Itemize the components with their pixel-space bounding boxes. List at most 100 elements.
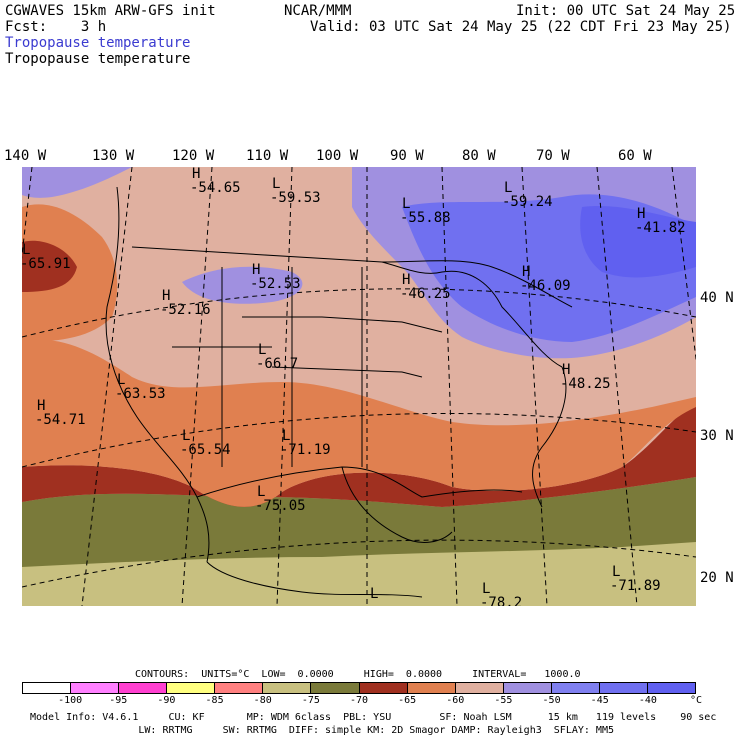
colorbar [22, 682, 696, 694]
extremum-value: -65.91 [22, 256, 71, 272]
extremum-symbol: L [257, 484, 266, 500]
graticule [22, 167, 696, 606]
field-band-minus60 [22, 339, 696, 507]
organization: NCAR/MMM [284, 3, 352, 19]
colorbar-cell [648, 683, 696, 693]
latitude-label: 30 N [700, 428, 734, 444]
field-band-minus65 [22, 402, 696, 507]
extremum-symbol: L [402, 196, 411, 212]
longitude-label: 60 W [618, 148, 652, 164]
extremum-value: -48.25 [560, 376, 611, 392]
colorbar-cell [263, 683, 312, 693]
colorbar-tick-label: -60 [446, 695, 465, 706]
extremum-symbol: L [612, 564, 621, 580]
extremum-symbol: H [192, 167, 201, 182]
field-west-core [22, 240, 77, 292]
extremum-symbol: L [504, 180, 513, 196]
longitude-label: 100 W [316, 148, 359, 164]
extremum-value: -71.19 [280, 442, 331, 458]
colorbar-cell [71, 683, 120, 693]
latitude-label: 40 N [700, 290, 734, 306]
colorbar-tick-label: -65 [398, 695, 417, 706]
model-info-line-1: Model Info: V4.6.1 CU: KF MP: WDM 6class… [30, 712, 717, 723]
extremum-symbol: L [272, 176, 281, 192]
valid-time: Valid: 03 UTC Sat 24 May 25 (22 CDT Fri … [310, 19, 732, 35]
colorbar-cell [503, 683, 552, 693]
extremum-value: -59.53 [270, 190, 321, 206]
extremum-symbol: L [370, 586, 379, 602]
colorbar-cell [311, 683, 360, 693]
political-boundaries [105, 186, 573, 598]
extremum-value: -55.88 [400, 210, 451, 226]
extremum-symbol: L [258, 342, 267, 358]
field-title-colored: Tropopause temperature [5, 35, 191, 51]
longitude-label: 80 W [462, 148, 496, 164]
colorbar-tick-label: -75 [301, 695, 320, 706]
map-panel: H -54.65 L -59.53 L -55.88 L -59.24 H -41.82 L -65.… [22, 167, 696, 606]
longitude-label: 140 W [4, 148, 47, 164]
colorbar-tick-label: -100 [58, 695, 83, 706]
colorbar-cell [23, 683, 72, 693]
colorbar-tick-label: -80 [253, 695, 272, 706]
field-band-minus40 [580, 205, 696, 278]
model-title: CGWAVES 15km ARW-GFS init [5, 3, 216, 19]
colorbar-cell [455, 683, 504, 693]
extremum-value: -54.65 [190, 180, 241, 196]
extremum-symbol: H [252, 262, 261, 278]
init-time: Init: 00 UTC Sat 24 May 25 [516, 3, 736, 19]
colorbar-cell [167, 683, 216, 693]
extremum-symbol: L [482, 581, 491, 597]
forecast-hour: Fcst: 3 h [5, 19, 107, 35]
extremum-value: -52.53 [250, 276, 301, 292]
colorbar-cell [119, 683, 168, 693]
extremum-symbol: H [562, 362, 571, 378]
extremum-value: -65.54 [180, 442, 231, 458]
extremum-symbol: H [522, 264, 531, 280]
extremum-symbol: H [637, 206, 646, 222]
colorbar-tick-label: -90 [157, 695, 176, 706]
latitude-label: 20 N [700, 570, 734, 586]
longitude-label: 110 W [246, 148, 289, 164]
extremum-symbol: L [22, 242, 31, 258]
map-canvas [22, 167, 696, 606]
colorbar-tick-label: -40 [638, 695, 657, 706]
colorbar-tick-label: °C [689, 695, 703, 706]
colorbar-cell [215, 683, 264, 693]
extremum-value: -46.09 [520, 278, 571, 294]
extremum-value: -78.2 [480, 595, 523, 606]
model-info-line-2: LW: RRTMG SW: RRTMG DIFF: simple KM: 2D … [30, 725, 614, 736]
longitude-label: 90 W [390, 148, 424, 164]
extremum-value: -63.53 [115, 386, 166, 402]
extremum-value: -66.7 [256, 356, 299, 372]
extremum-symbol: H [402, 272, 411, 288]
extremum-symbol: H [162, 288, 171, 304]
colorbar-cell [599, 683, 649, 693]
longitude-label: 130 W [92, 148, 135, 164]
extremum-symbol: L [182, 428, 191, 444]
colorbar-cell [359, 683, 408, 693]
extremum-value: -46.25 [400, 286, 451, 302]
longitude-label: 120 W [172, 148, 215, 164]
colorbar-tick-label: -85 [205, 695, 224, 706]
field-title: Tropopause temperature [5, 51, 191, 67]
extremum-symbol: H [37, 398, 46, 414]
extremum-symbol: L [117, 372, 126, 388]
colorbar-tick-label: -95 [109, 695, 128, 706]
field-band-minus75 [22, 542, 696, 606]
contours-info: CONTOURS: UNITS=°C LOW= 0.0000 HIGH= 0.0… [135, 669, 581, 680]
longitude-label: 70 W [536, 148, 570, 164]
extremum-value: -71.89 [610, 578, 661, 594]
colorbar-cell [551, 683, 600, 693]
colorbar-cell [407, 683, 456, 693]
extremum-value: -59.24 [502, 194, 553, 210]
colorbar-tick-label: -45 [590, 695, 609, 706]
colorbar-tick-label: -55 [494, 695, 513, 706]
extremum-value: -52.16 [160, 302, 211, 318]
field-lobe-nw [22, 167, 132, 198]
colorbar-tick-label: -50 [542, 695, 561, 706]
extremum-value: -75.05 [255, 498, 306, 514]
colorbar-tick-label: -70 [349, 695, 369, 706]
extremum-symbol: L [282, 428, 291, 444]
extremum-value: -54.71 [35, 412, 86, 428]
extremum-value: -41.82 [635, 220, 686, 236]
